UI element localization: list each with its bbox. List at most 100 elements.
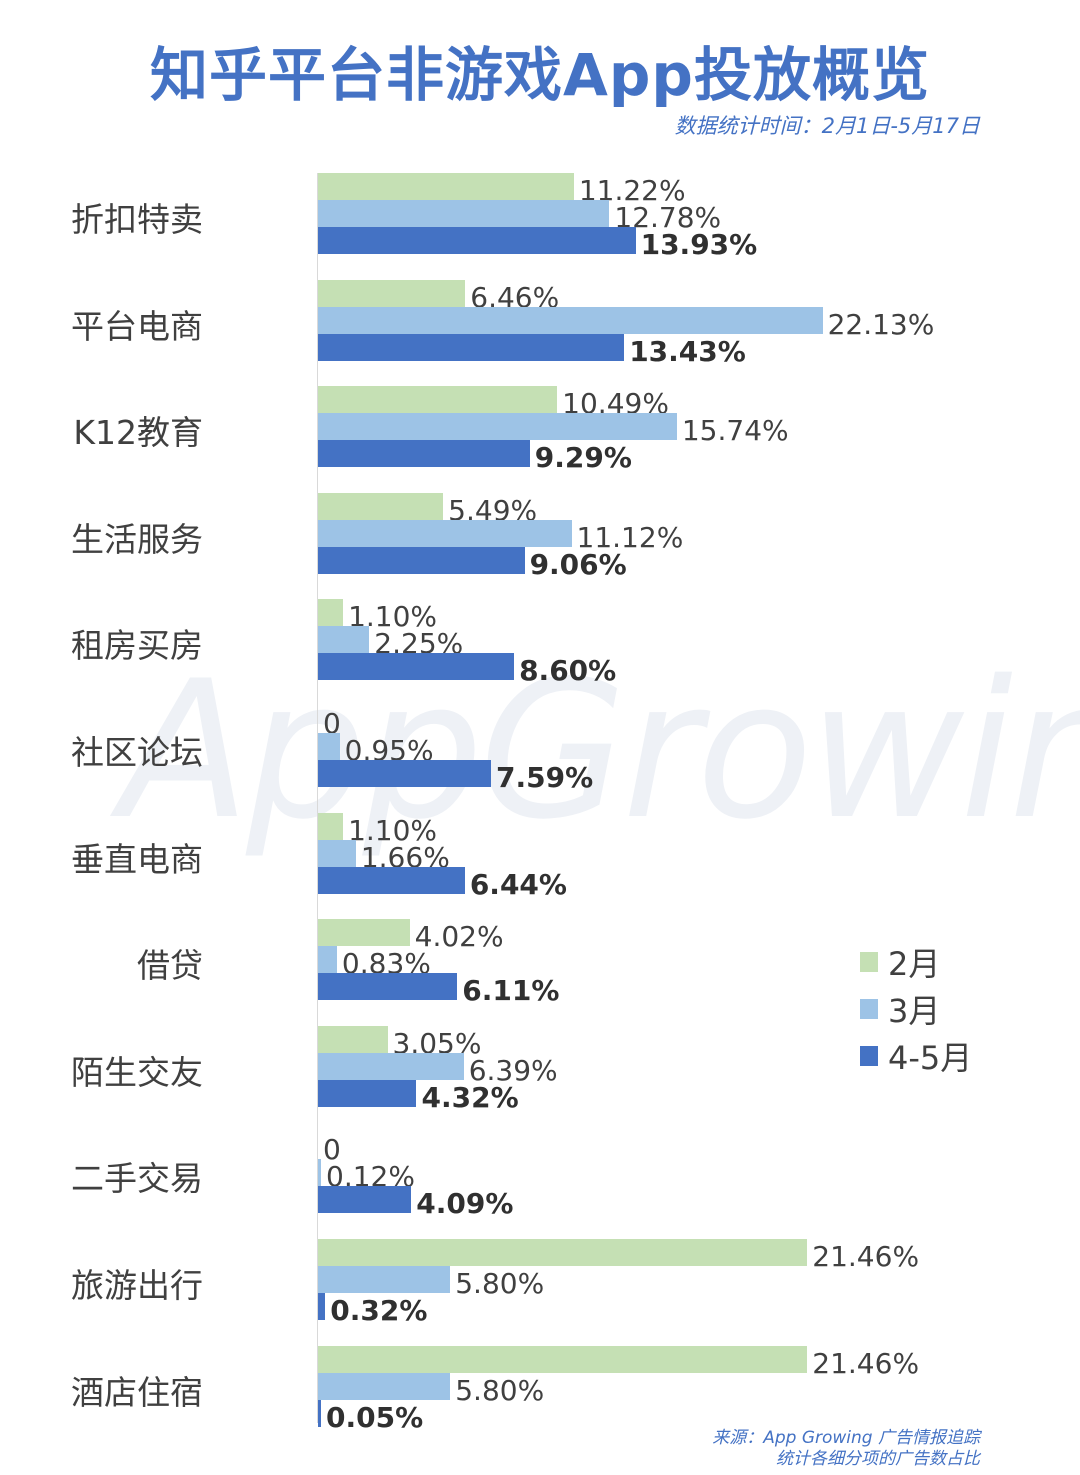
legend-label-feb: 2月 [888, 944, 941, 983]
legend-swatch-mar [860, 998, 878, 1019]
bar-value-label: 1.10% [348, 813, 438, 847]
bar-value-label: 0.32% [330, 1294, 428, 1327]
bar-value-label: 12.78% [614, 201, 722, 234]
bar [318, 1159, 321, 1187]
bar [318, 1052, 464, 1080]
bar-value-label: 6.44% [469, 867, 567, 901]
bar-value-label: 0.12% [326, 1160, 415, 1194]
bar-value-label: 21.46% [812, 1346, 920, 1380]
source-line-1: 来源：App Growing 广告情报追踪 [712, 1428, 980, 1448]
bar [318, 333, 625, 361]
bar-value-label: 11.22% [578, 174, 686, 207]
bar [318, 227, 636, 254]
bar-group: 酒店住宿 21.46% 5.80% 0.05% [0, 1345, 1000, 1431]
bar-value-label: 6.39% [468, 1053, 558, 1087]
bar-value-label: 4.32% [421, 1080, 519, 1114]
bar [318, 1186, 412, 1214]
category-label: 旅游出行 [71, 1266, 203, 1305]
category-label: 陌生交友 [71, 1052, 203, 1092]
source-line-2: 统计各细分项的广告数占比 [776, 1449, 980, 1469]
category-axis-line [317, 173, 318, 1423]
bar-value-label: 0 [323, 707, 341, 740]
category-label: 折扣特卖 [71, 200, 203, 239]
bar [318, 1266, 451, 1293]
bar-value-label: 13.93% [640, 228, 758, 261]
bar-group: 社区论坛 0 0.95% 7.59% [0, 706, 1000, 792]
bar [318, 413, 677, 441]
bar-value-label: 11.12% [576, 520, 684, 554]
chart-title: 知乎平台非游戏App投放概览 [150, 41, 930, 109]
bar-value-label: 10.49% [562, 387, 669, 421]
bar-value-label: 0 [323, 1133, 341, 1167]
bar-value-label: 4.09% [416, 1187, 514, 1221]
bar-value-label: 3.05% [392, 1026, 482, 1060]
legend-swatch-apr-may [860, 1045, 878, 1066]
bar [318, 1293, 326, 1320]
bar [318, 760, 492, 787]
bar-value-label: 6.11% [462, 974, 560, 1008]
bar-value-label: 9.29% [534, 441, 632, 475]
bar [318, 440, 530, 468]
bar-value-label: 21.46% [812, 1240, 920, 1273]
bar [318, 626, 370, 654]
legend-item-mar: 3月 [860, 985, 972, 1032]
bar-value-label: 9.06% [529, 547, 627, 581]
bar-group: 租房买房 1.10% 2.25% 8.60% [0, 599, 1000, 685]
source-note: 来源：App Growing 广告情报追踪 统计各细分项的广告数占比 [712, 1428, 980, 1470]
bar [318, 1399, 321, 1427]
bar [318, 946, 337, 974]
bar [318, 306, 823, 334]
bar [318, 519, 572, 547]
bar-group: 平台电商 6.46% 22.13% 13.43% [0, 279, 1000, 365]
bar-value-label: 2.25% [374, 627, 464, 661]
category-label: 社区论坛 [71, 733, 203, 772]
bar [318, 173, 574, 200]
bar-value-label: 13.43% [629, 334, 746, 368]
legend-label-apr-may: 4-5月 [888, 1038, 973, 1077]
bar-value-label: 22.13% [827, 307, 935, 341]
bar [318, 812, 344, 840]
category-label: 平台电商 [71, 306, 203, 346]
bar [318, 1372, 451, 1400]
bar [318, 200, 610, 227]
bar-group: 生活服务 5.49% 11.12% 9.06% [0, 492, 1000, 578]
bar [318, 279, 466, 307]
bar-group: 陌生交友 3.05% 6.39% 4.32% [0, 1025, 1000, 1111]
legend: 2月 3月 4-5月 [860, 938, 972, 1079]
bar [318, 733, 340, 760]
bar-value-label: 8.60% [519, 654, 617, 688]
bar [318, 1025, 388, 1053]
bar [318, 386, 558, 414]
category-label: 垂直电商 [71, 839, 203, 879]
bar [318, 866, 465, 894]
bar-value-label: 0.05% [326, 1400, 424, 1434]
bar-value-label: 6.46% [470, 280, 560, 314]
bar-value-label: 15.74% [681, 414, 789, 448]
category-label: K12教育 [73, 413, 203, 453]
bar [318, 839, 356, 867]
bar-value-label: 5.80% [455, 1373, 545, 1407]
category-label: 酒店住宿 [71, 1372, 203, 1412]
bar-value-label: 0.83% [341, 947, 431, 981]
bar-value-label: 1.10% [348, 600, 438, 634]
bar-group: 折扣特卖 11.22% 12.78% 13.93% [0, 173, 1000, 259]
category-label: 二手交易 [71, 1159, 203, 1199]
bar-value-label: 0.95% [344, 734, 434, 767]
category-label: 生活服务 [71, 519, 203, 559]
bar [318, 1345, 808, 1373]
chart-subtitle: 数据统计时间：2月1日-5月17日 [674, 114, 980, 138]
bar [318, 919, 410, 947]
legend-label-mar: 3月 [888, 991, 941, 1030]
bar-group: 借贷 4.02% 0.83% 6.11% [0, 919, 1000, 1005]
category-label: 借贷 [137, 946, 203, 986]
legend-item-feb: 2月 [860, 938, 972, 985]
category-label: 租房买房 [71, 626, 203, 666]
bar [318, 492, 444, 520]
bar [318, 546, 525, 574]
bar [318, 973, 458, 1001]
bar [318, 1239, 808, 1266]
bar-value-label: 5.80% [455, 1267, 545, 1300]
bar [318, 653, 515, 681]
